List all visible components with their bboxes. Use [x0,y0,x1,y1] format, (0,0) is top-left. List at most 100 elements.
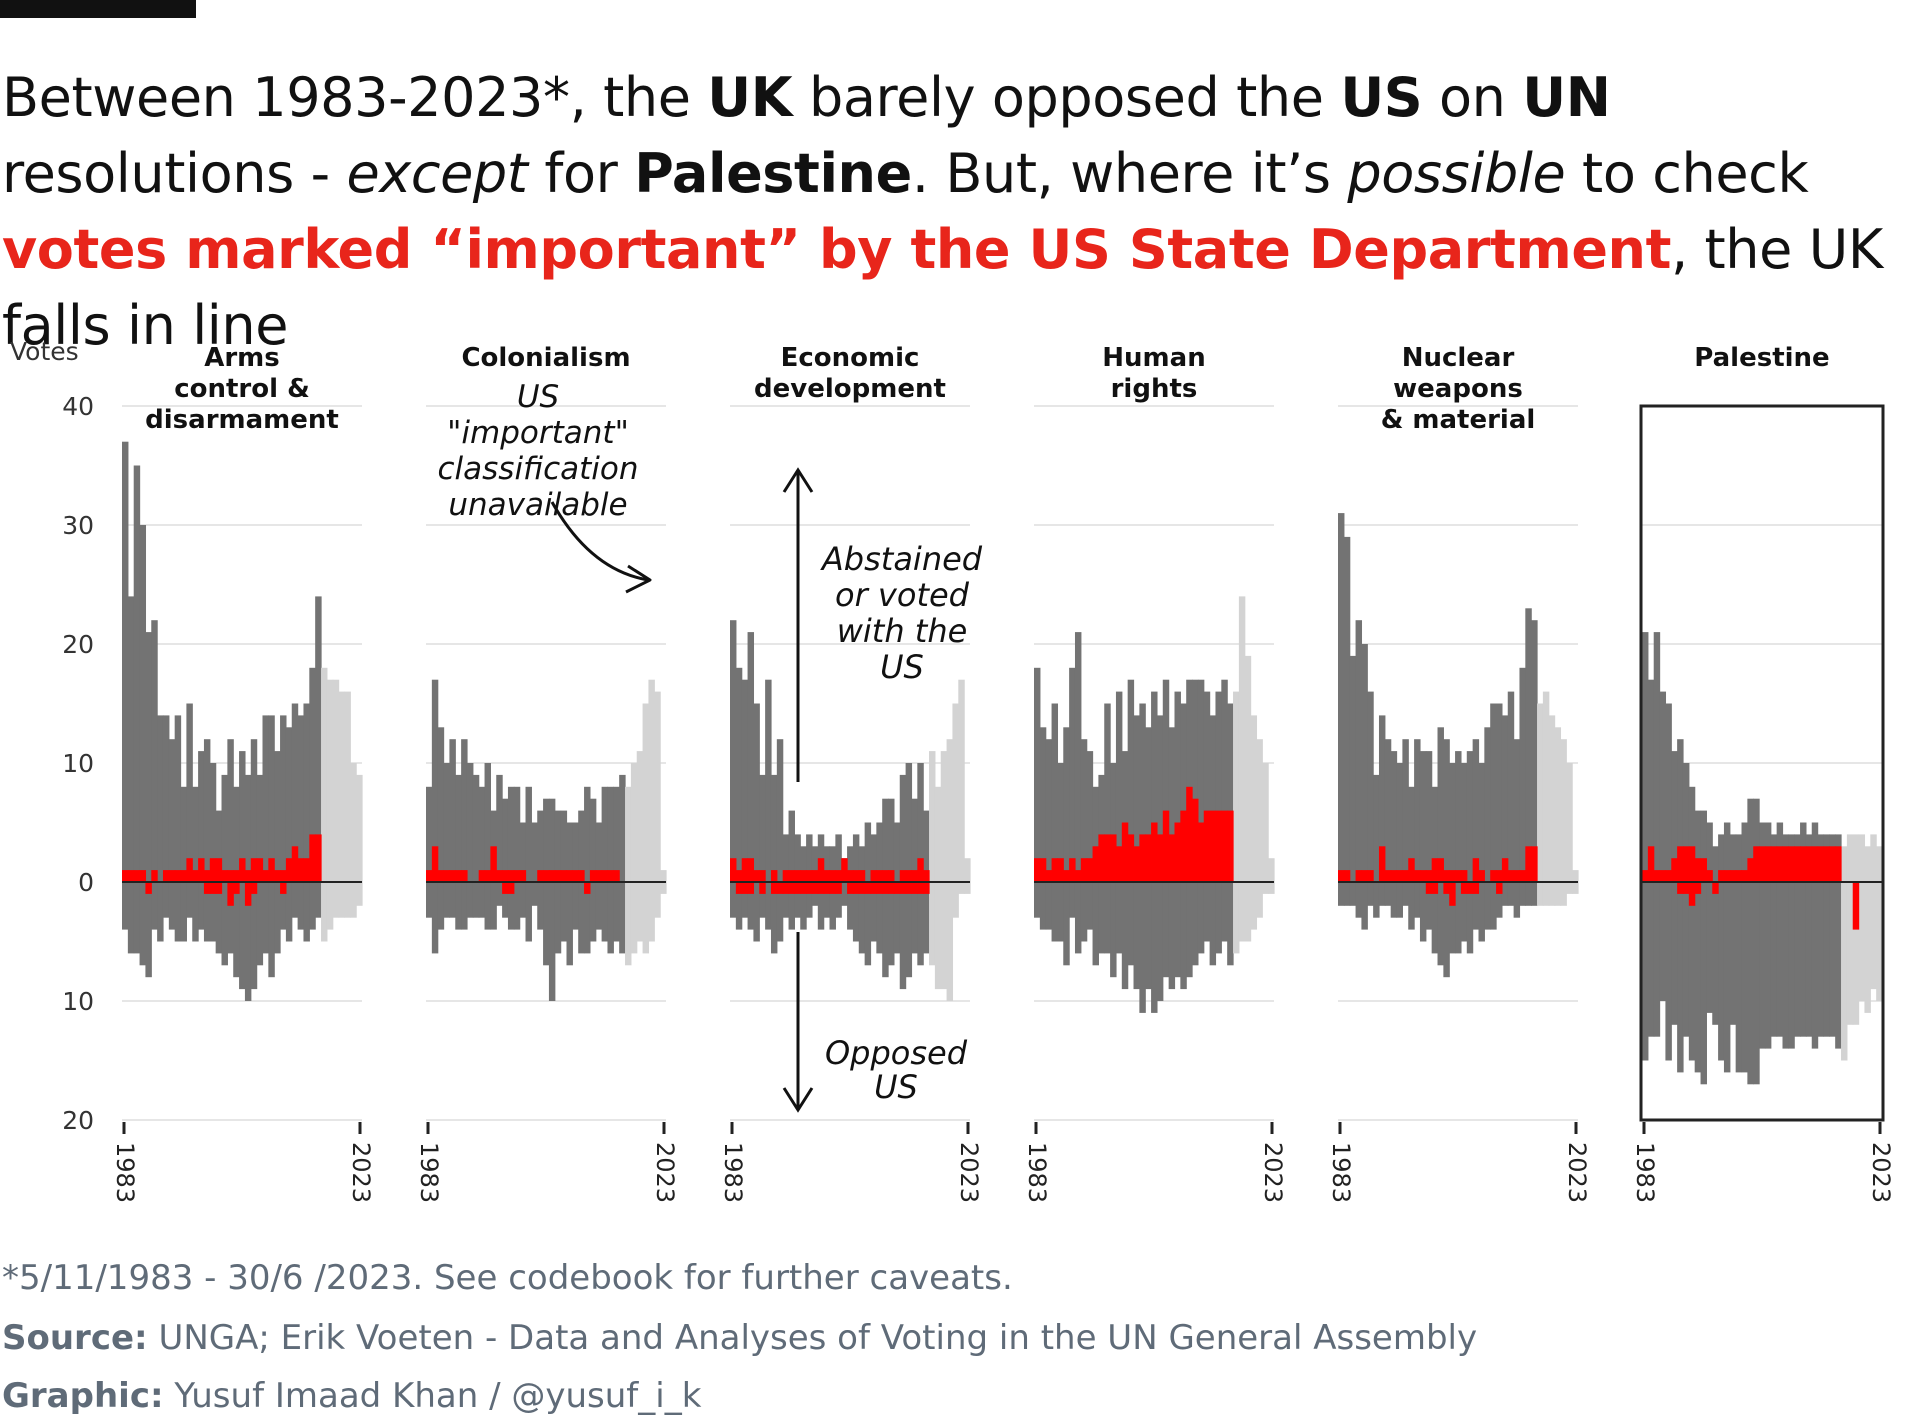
bar-below [852,882,860,942]
bar-above [934,786,942,882]
bar-above [613,786,620,882]
bar-above [1039,727,1047,882]
bar-below [1209,882,1217,966]
bar-below [1706,882,1713,1013]
important-bar-above [1770,846,1778,882]
bar-above [1753,798,1760,882]
bar-above [127,596,135,882]
important-bar-above [1156,834,1164,882]
annotation-opposed: US [874,1068,918,1106]
important-bar-above [1817,846,1825,882]
important-bar-above [882,870,889,882]
panel-title: Arms [204,343,280,373]
top-accent-bar [0,0,196,18]
important-bar-below [893,882,901,894]
bar-below [1682,882,1690,1037]
bar-above [1098,774,1105,882]
panel-title: Nuclear [1402,343,1515,373]
bar-below [548,882,556,1001]
bar-below [239,882,246,990]
headline-part: on [1422,66,1523,129]
bar-below [735,882,743,930]
bar-below [1180,882,1187,990]
bar-above [1197,679,1205,882]
bar-above [1723,822,1731,882]
important-bar-above [1092,846,1099,882]
bar-below [145,882,152,978]
bar-below [660,882,667,894]
important-bar-above [1186,786,1193,882]
important-bar-above [788,870,795,882]
panel-title: rights [1111,374,1198,404]
bar-below [1110,882,1117,978]
bar-above [1507,691,1515,882]
important-bar-above [572,870,579,882]
bar-above [1110,763,1117,882]
bar-above [1373,774,1380,882]
y-tick-label: 10 [62,987,94,1016]
bar-above [1694,810,1702,882]
important-bar-below [770,882,778,894]
bar-above [321,667,328,882]
bar-below [350,882,357,918]
important-bar-above [221,870,228,882]
panel-title: development [754,374,946,404]
important-bar-above [1507,870,1515,882]
bar-below [905,882,913,978]
bar-above [1647,679,1655,882]
headline-part: , the UK falls in line [2,218,1883,357]
bar-above [642,703,650,882]
bar-below [256,882,264,966]
bar-above [1718,834,1725,882]
important-bar-above [911,870,918,882]
important-bar-above [1221,810,1228,882]
important-bar-above [449,870,456,882]
important-bar-above [1478,870,1485,882]
bar-below [636,882,644,942]
bar-below [303,882,310,942]
panel-title: & material [1381,405,1536,435]
bar-above [566,822,573,882]
bar-above [1677,739,1684,882]
important-bar-above [1115,846,1123,882]
bar-below [958,882,965,894]
bar-below [1665,882,1672,1061]
important-bar-above [1104,834,1111,882]
important-bar-above [905,870,913,882]
bar-below [1361,882,1368,930]
important-bar-above [1425,870,1433,882]
bar-above [741,679,749,882]
important-bar-above [852,870,860,882]
bar-above [543,798,550,882]
important-bar-above [1168,834,1176,882]
bar-below [1490,882,1497,930]
important-bar-above [601,870,609,882]
bar-below [1501,882,1509,906]
important-bar-above [1086,858,1094,882]
bar-above [964,858,971,882]
bar-below [326,882,334,930]
bar-above [1682,763,1690,882]
bar-below [923,882,930,954]
bar-above [244,774,252,882]
important-bar-above [180,870,187,882]
bar-below [537,882,544,930]
important-bar-below [888,882,895,894]
important-bar-above [291,846,299,882]
headline-part: Between 1983-2023*, the [2,66,708,129]
bar-above [1700,810,1707,882]
bar-above [636,751,644,882]
important-bar-above [770,870,778,882]
footer-note: *5/11/1983 - 30/6 /2023. See codebook fo… [2,1258,1013,1298]
bar-above [297,715,305,882]
bar-below [285,882,293,942]
bar-below [1519,882,1526,906]
important-bar-above [1215,810,1222,882]
annotation-arrowhead [625,564,652,594]
bar-above [1537,703,1544,882]
bar-above [595,822,603,882]
bar-above [1203,691,1211,882]
headline-part: for [527,142,635,205]
important-bar-above [274,870,281,882]
important-bar-above [607,870,614,882]
